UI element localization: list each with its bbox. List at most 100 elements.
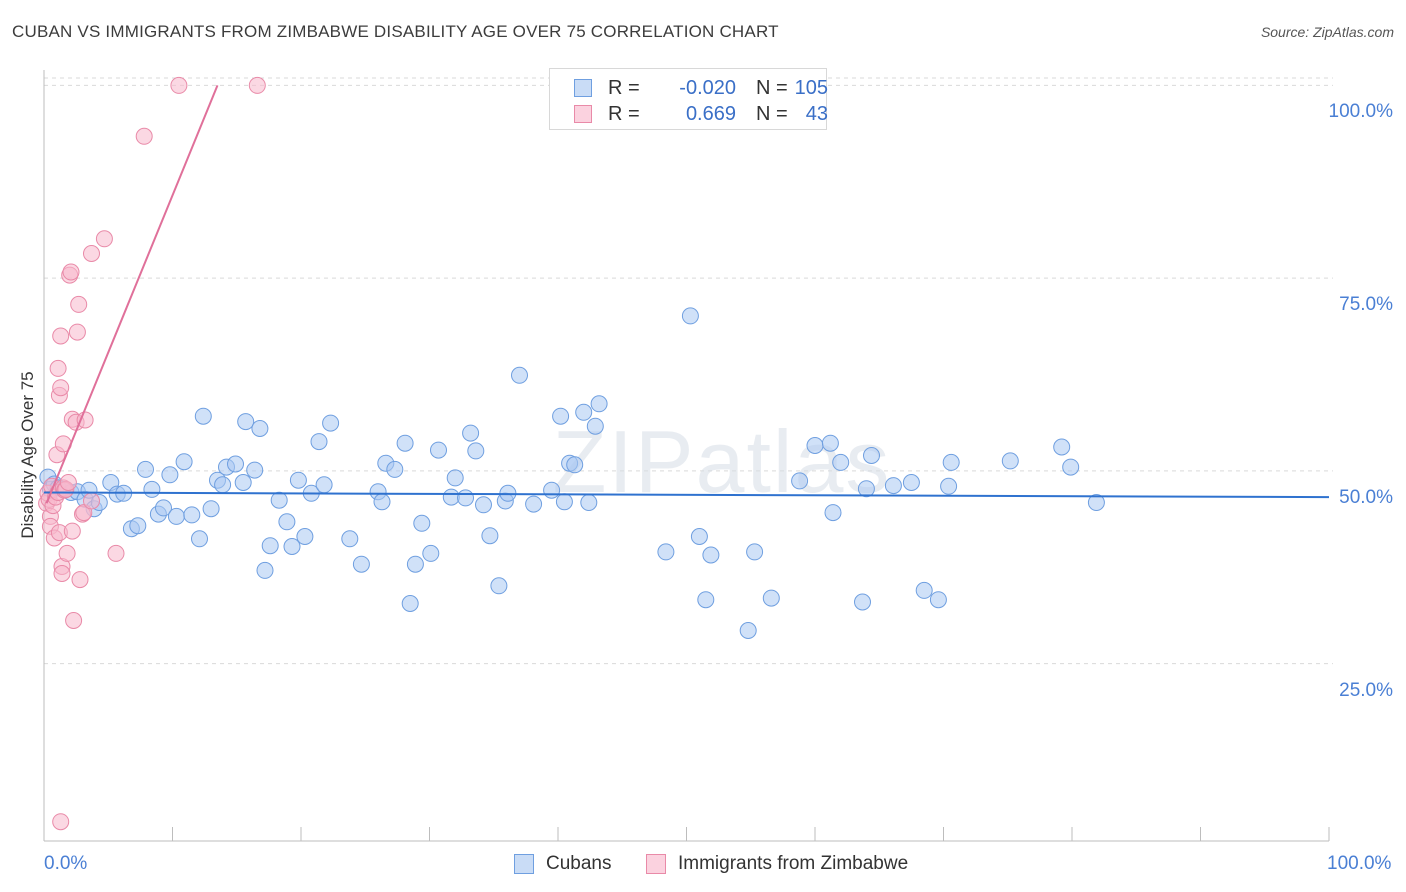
cubans-point bbox=[234, 474, 252, 491]
cubans-point bbox=[824, 504, 842, 522]
legend-r-label: R = bbox=[608, 103, 640, 125]
cubans-point bbox=[401, 595, 419, 612]
cubans-point bbox=[161, 466, 179, 484]
zimbabwe-point bbox=[68, 323, 86, 341]
zimbabwe-point bbox=[62, 263, 80, 281]
cubans-point bbox=[915, 581, 933, 599]
cubans-point bbox=[902, 474, 920, 491]
cubans-point bbox=[237, 413, 255, 431]
cubans-point bbox=[322, 414, 340, 432]
zimbabwe-point bbox=[58, 544, 76, 562]
cubans-point bbox=[283, 538, 301, 555]
cubans-point bbox=[552, 407, 570, 425]
cubans-point bbox=[806, 437, 824, 454]
cubans-point bbox=[681, 307, 699, 325]
cubans-point bbox=[590, 395, 608, 413]
zimbabwe-point bbox=[83, 245, 100, 262]
cubans-point bbox=[278, 513, 296, 531]
y-axis-label: Disability Age Over 75 bbox=[18, 371, 37, 539]
cubans-point bbox=[657, 543, 675, 561]
cubans-point bbox=[446, 469, 464, 487]
correlation-legend: R = -0.020 N = 105 R = 0.669 N = 43 bbox=[549, 68, 828, 130]
x-tick-label-max: 100.0% bbox=[1327, 853, 1392, 874]
y-tick-label: 50.0% bbox=[1339, 486, 1393, 508]
zimbabwe-point bbox=[170, 76, 188, 94]
zimbabwe-point bbox=[70, 295, 88, 313]
cubans-point bbox=[413, 514, 431, 532]
grid-lines bbox=[44, 77, 1333, 665]
zimbabwe-point bbox=[52, 379, 70, 397]
zimbabwe-point bbox=[107, 544, 125, 562]
legend-n-value: 43 bbox=[805, 103, 828, 125]
cubans-point bbox=[884, 477, 902, 495]
cubans-point bbox=[406, 555, 424, 573]
zimbabwe-trend-line bbox=[45, 85, 219, 504]
cubans-point bbox=[246, 461, 264, 479]
cubans-point bbox=[511, 366, 528, 384]
zimbabwe-point bbox=[52, 813, 70, 831]
cubans-point bbox=[137, 460, 154, 478]
cubans-point bbox=[586, 417, 604, 435]
cubans-point bbox=[940, 477, 958, 495]
cubans-point bbox=[214, 476, 232, 494]
bottom-legend-swatch-cubans bbox=[514, 854, 534, 874]
zimbabwe-point bbox=[59, 474, 77, 491]
cubans-point bbox=[341, 530, 359, 548]
legend-n-label: N = bbox=[756, 103, 788, 125]
legend-swatch-zimbabwe bbox=[574, 105, 592, 123]
cubans-point bbox=[143, 480, 161, 498]
cubans-point bbox=[183, 506, 201, 524]
cubans-point bbox=[194, 407, 212, 425]
zimbabwe-point bbox=[52, 327, 70, 345]
cubans-point bbox=[352, 555, 370, 573]
cubans-point bbox=[175, 453, 193, 471]
cubans-point bbox=[155, 499, 172, 517]
cubans-point bbox=[702, 546, 720, 564]
zimbabwe-point bbox=[76, 411, 94, 429]
cubans-point bbox=[442, 488, 460, 506]
y-tick-label: 100.0% bbox=[1328, 101, 1393, 123]
zimbabwe-point bbox=[95, 230, 113, 248]
legend-r-label: R = bbox=[608, 77, 640, 99]
cubans-point bbox=[690, 528, 708, 545]
zimbabwe-point bbox=[65, 612, 83, 629]
cubans-point bbox=[167, 507, 185, 525]
cubans-point bbox=[1062, 458, 1080, 476]
cubans-point bbox=[821, 434, 839, 452]
cubans-point bbox=[430, 441, 447, 459]
cubans-point bbox=[386, 460, 404, 478]
chart-title: CUBAN VS IMMIGRANTS FROM ZIMBABWE DISABI… bbox=[12, 22, 779, 41]
legend-n-label: N = bbox=[756, 77, 788, 99]
cubans-point bbox=[467, 442, 485, 460]
cubans-point bbox=[929, 591, 947, 609]
legend-r-value: -0.020 bbox=[679, 77, 736, 99]
axes bbox=[43, 70, 1330, 842]
cubans-point bbox=[475, 496, 492, 514]
cubans-point bbox=[791, 472, 809, 490]
cubans-point bbox=[396, 434, 414, 452]
legend-n-value: 105 bbox=[794, 77, 828, 99]
cubans-point bbox=[580, 494, 598, 511]
cubans-point bbox=[481, 527, 499, 545]
zimbabwe-point bbox=[248, 76, 266, 94]
cubans-point bbox=[697, 591, 715, 609]
cubans-points bbox=[39, 307, 1105, 639]
cubans-point bbox=[525, 495, 543, 513]
cubans-point bbox=[315, 476, 333, 494]
legend-r-value: 0.669 bbox=[685, 103, 736, 125]
zimbabwe-point bbox=[83, 492, 100, 510]
cubans-point bbox=[310, 433, 328, 451]
cubans-trend-line bbox=[43, 491, 1330, 499]
cubans-point bbox=[422, 544, 440, 562]
cubans-point bbox=[202, 500, 220, 518]
cubans-point bbox=[863, 447, 880, 464]
cubans-point bbox=[942, 453, 960, 471]
cubans-point bbox=[555, 493, 573, 511]
cubans-point bbox=[575, 403, 593, 421]
cubans-point bbox=[854, 593, 871, 611]
cubans-point bbox=[457, 489, 474, 507]
zimbabwe-points bbox=[38, 76, 266, 831]
y-tick-label: 25.0% bbox=[1339, 679, 1393, 701]
zimbabwe-point bbox=[63, 522, 81, 540]
